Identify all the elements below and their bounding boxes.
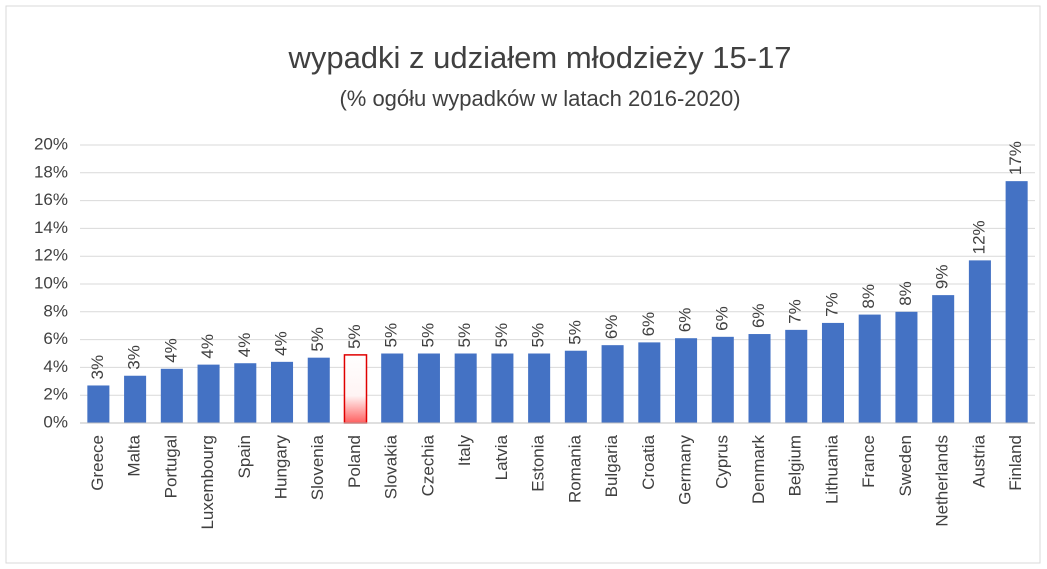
bar: [491, 353, 514, 423]
x-tick-label: Finland: [1006, 435, 1025, 491]
bar: [160, 368, 183, 423]
y-tick-label: 20%: [34, 134, 68, 153]
bar: [932, 295, 955, 423]
x-tick-label: Czechia: [418, 434, 437, 496]
y-tick-label: 14%: [34, 218, 68, 237]
bar: [124, 375, 147, 423]
value-label: 8%: [896, 281, 915, 306]
chart-subtitle: (% ogółu wypadków w latach 2016-2020): [339, 86, 740, 111]
x-tick-label: Spain: [235, 435, 254, 478]
x-tick-label: Hungary: [272, 435, 291, 500]
value-label: 5%: [382, 323, 401, 348]
chart-title: wypadki z udziałem młodzieży 15-17: [287, 40, 791, 75]
x-tick-label: Croatia: [639, 434, 658, 489]
x-tick-label: Denmark: [749, 435, 768, 504]
x-tick-label: Portugal: [161, 435, 180, 498]
value-label: 6%: [712, 306, 731, 331]
value-label: 4%: [235, 333, 254, 358]
bar: [711, 336, 734, 423]
y-tick-label: 10%: [34, 273, 68, 292]
y-tick-label: 6%: [43, 329, 68, 348]
value-label: 6%: [749, 303, 768, 328]
bar: [785, 329, 808, 423]
y-tick-label: 18%: [34, 162, 68, 181]
highlighted-bar: [343, 354, 368, 424]
bar: [417, 353, 440, 423]
value-label: 5%: [418, 323, 437, 348]
y-tick-label: 0%: [43, 412, 68, 431]
bar: [271, 361, 294, 423]
bar: [601, 345, 624, 423]
x-tick-label: Slovenia: [308, 434, 327, 500]
value-label: 4%: [272, 331, 291, 356]
bar: [234, 363, 257, 423]
value-label: 7%: [822, 292, 841, 317]
value-label: 6%: [639, 312, 658, 337]
value-label: 3%: [125, 345, 144, 370]
bar: [748, 334, 771, 423]
x-tick-label: Netherlands: [933, 435, 952, 527]
value-label: 17%: [1006, 141, 1025, 175]
value-label: 5%: [345, 324, 364, 349]
value-label: 4%: [161, 338, 180, 363]
value-label: 3%: [88, 355, 107, 380]
bar: [638, 342, 661, 423]
bar: [307, 357, 330, 423]
bar: [454, 353, 477, 423]
x-tick-label: Luxembourg: [198, 435, 217, 530]
x-tick-label: Bulgaria: [602, 434, 621, 497]
x-tick-label: Greece: [88, 435, 107, 491]
x-tick-label: Lithuania: [822, 434, 841, 504]
bar: [675, 338, 698, 423]
x-tick-label: Austria: [969, 434, 988, 487]
x-tick-label: Poland: [345, 435, 364, 488]
value-label: 12%: [969, 220, 988, 254]
bar: [197, 364, 220, 423]
value-label: 6%: [602, 315, 621, 340]
x-tick-label: France: [859, 435, 878, 488]
y-tick-label: 16%: [34, 190, 68, 209]
value-label: 6%: [676, 308, 695, 333]
x-tick-label: Sweden: [896, 435, 915, 496]
value-label: 5%: [455, 323, 474, 348]
bar: [564, 350, 587, 423]
x-tick-label: Malta: [125, 434, 144, 476]
x-tick-label: Romania: [565, 434, 584, 503]
bar: [528, 353, 551, 423]
y-tick-label: 2%: [43, 385, 68, 404]
value-label: 5%: [308, 327, 327, 352]
value-label: 9%: [933, 265, 952, 290]
value-label: 4%: [198, 334, 217, 359]
x-tick-label: Italy: [455, 435, 474, 467]
x-tick-label: Slovakia: [382, 434, 401, 499]
x-tick-label: Germany: [676, 435, 695, 505]
y-tick-label: 4%: [43, 357, 68, 376]
bar: [87, 385, 110, 423]
bar: [821, 322, 844, 423]
y-tick-label: 8%: [43, 301, 68, 320]
bar: [858, 314, 881, 423]
x-tick-label: Estonia: [529, 434, 548, 491]
x-tick-label: Latvia: [492, 434, 511, 480]
x-tick-label: Belgium: [786, 435, 805, 496]
x-tick-label: Cyprus: [712, 435, 731, 489]
value-label: 5%: [565, 320, 584, 345]
value-label: 8%: [859, 284, 878, 309]
bar: [381, 353, 404, 423]
value-label: 7%: [786, 299, 805, 324]
y-tick-label: 12%: [34, 246, 68, 265]
bar: [968, 260, 991, 423]
value-label: 5%: [492, 323, 511, 348]
bar: [895, 311, 918, 423]
value-label: 5%: [529, 323, 548, 348]
bar: [1005, 181, 1028, 423]
